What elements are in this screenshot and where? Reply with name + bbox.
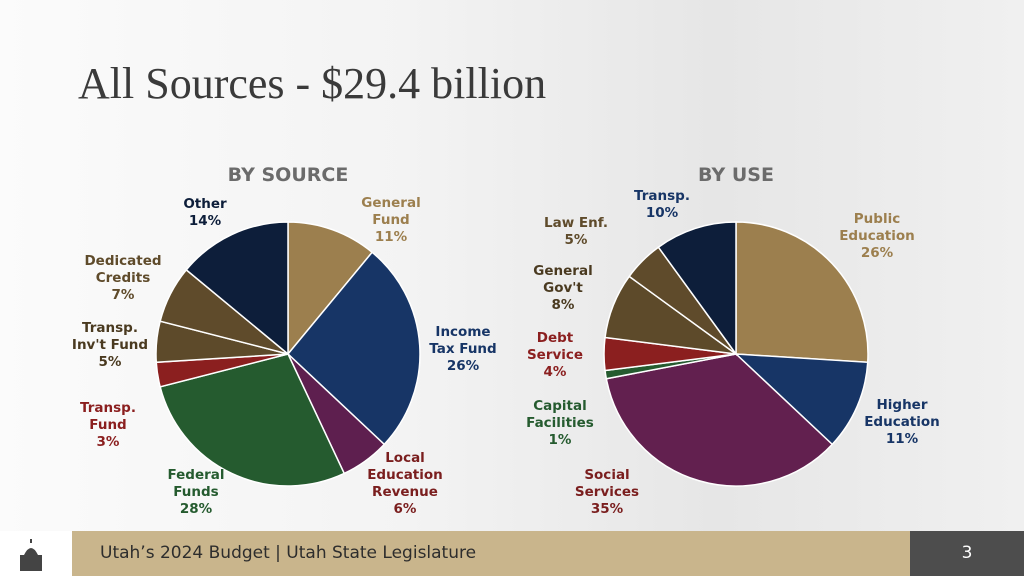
slice-percent: 4% [543,364,567,380]
footer-text: Utah’s 2024 Budget | Utah State Legislat… [100,543,477,563]
slice-label: Local Education Revenue [367,450,443,500]
slice-percent: 35% [590,501,624,517]
slide-title: All Sources - $29.4 billion [78,59,547,108]
pie-slice [733,353,869,446]
slice-percent: 11% [885,431,919,447]
pie-title: BY USE [698,164,774,186]
slice-percent: 5% [98,354,122,370]
slice-percent: 3% [96,434,120,450]
logo [20,539,42,571]
slice-label: Capital Facilities [526,398,594,431]
pie-slice [185,221,289,356]
footer-bar [72,531,910,576]
slice-percent: 10% [645,205,679,221]
slice-percent: 11% [374,229,408,245]
slice-percent: 28% [179,501,213,517]
pie-slice [735,221,869,364]
slice-label: Debt Service [526,330,584,363]
slice-label: Law Enf. [544,215,608,231]
slice-percent: 26% [446,358,480,374]
pie-slice [605,353,834,487]
slice-percent: 5% [564,232,588,248]
slice-label: Social Services [574,467,640,500]
slice-label: General Gov't [533,263,593,296]
pie-title: BY SOURCE [227,164,349,186]
slice-percent: 7% [111,287,135,303]
slice-percent: 26% [860,245,894,261]
pie-slice [657,221,737,357]
slice-label: Transp. Inv't Fund [71,320,149,353]
pie-slice [159,353,346,487]
slice-label: Public Education [839,211,915,244]
slice-percent: 14% [188,213,222,229]
slice-label: Federal Funds [167,467,225,500]
logo-box [0,531,72,576]
pie-slice [287,221,374,357]
slice-label: Other [183,196,227,212]
slice-label: General Fund [361,195,421,228]
pie-slice [286,251,421,446]
slice-label: Transp. [634,188,690,204]
slice-percent: 6% [393,501,417,517]
slice-label: Higher Education [864,397,940,430]
page-number: 3 [910,531,1024,576]
slice-label: Income Tax Fund [429,324,497,357]
slice-label: Transp. Fund [80,400,136,433]
slice-label: Dedicated Credits [84,253,162,286]
slice-percent: 8% [551,297,575,313]
slice-percent: 1% [548,432,572,448]
